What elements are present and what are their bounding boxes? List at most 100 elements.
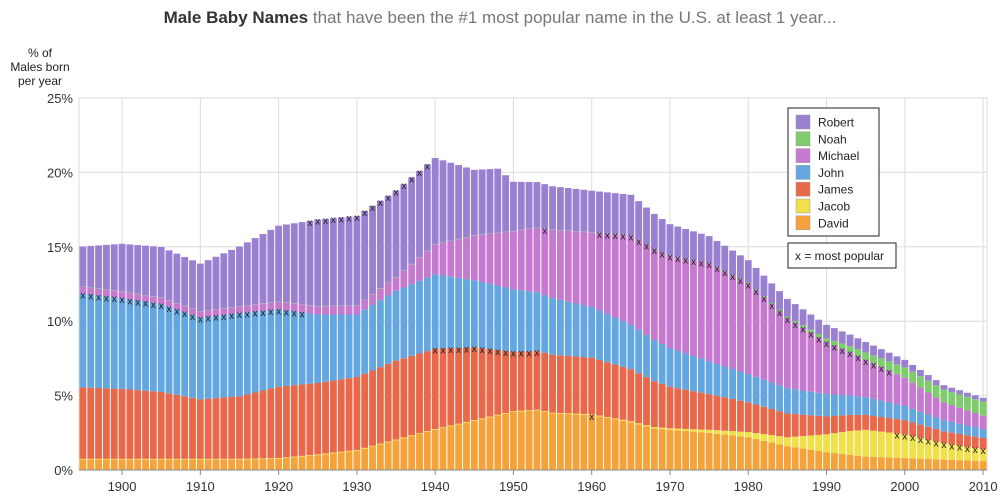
bar-john-1960 — [588, 307, 596, 358]
bar-michael-1912 — [212, 309, 220, 316]
bar-michael-1897 — [95, 288, 102, 296]
bar-james-1909 — [189, 397, 196, 459]
bar-noah-2001 — [909, 371, 917, 383]
most-popular-marker: x — [824, 339, 829, 350]
bar-jacob-1979 — [737, 431, 744, 437]
bar-jacob-1895 — [79, 458, 87, 460]
most-popular-marker: x — [699, 259, 704, 270]
bar-john-2007 — [956, 423, 964, 434]
most-popular-marker: x — [237, 310, 242, 321]
bar-david-1997 — [877, 457, 885, 470]
bar-jacob-1939 — [423, 431, 431, 432]
bar-james-1964 — [619, 366, 627, 420]
bar-david-2006 — [948, 459, 956, 470]
bar-michael-2010 — [979, 415, 987, 430]
bar-john-2004 — [932, 417, 940, 430]
bar-jacob-1899 — [110, 458, 118, 460]
most-popular-marker: x — [769, 301, 774, 312]
bar-robert-1961 — [596, 191, 603, 233]
most-popular-marker: x — [339, 214, 344, 225]
bar-robert-1971 — [674, 226, 682, 257]
bar-john-1984 — [776, 385, 783, 412]
bar-john-1908 — [181, 312, 189, 397]
bar-john-2006 — [948, 421, 956, 433]
bar-robert-1954 — [541, 184, 549, 229]
bar-james-1933 — [376, 367, 384, 444]
bar-john-1938 — [416, 280, 423, 354]
bar-david-1981 — [752, 439, 760, 470]
bar-robert-1987 — [799, 309, 807, 326]
bar-john-2003 — [924, 414, 932, 427]
bar-jacob-1907 — [173, 458, 181, 460]
bar-michael-1959 — [580, 232, 588, 306]
bar-michael-2009 — [971, 413, 979, 428]
bar-robert-2006 — [948, 387, 956, 393]
bar-jacob-2002 — [917, 437, 924, 459]
bar-david-2007 — [956, 460, 964, 470]
y-tick-label: 15% — [47, 240, 73, 255]
bar-david-1968 — [650, 428, 658, 470]
bar-jacob-1987 — [799, 436, 807, 449]
most-popular-marker: x — [973, 445, 978, 456]
bar-michael-1943 — [455, 239, 463, 278]
most-popular-marker: x — [707, 260, 712, 271]
bar-james-1915 — [236, 396, 243, 459]
bar-robert-1948 — [494, 168, 502, 233]
bar-jacob-1996 — [870, 430, 877, 457]
bar-james-2010 — [979, 438, 987, 450]
most-popular-marker: x — [307, 218, 312, 229]
bar-jacob-2006 — [948, 444, 956, 460]
most-popular-marker: x — [480, 345, 485, 356]
bar-jacob-1993 — [846, 431, 854, 455]
chart-title: Male Baby Names that have been the #1 mo… — [0, 8, 1000, 28]
legend-swatch-noah — [795, 131, 811, 147]
bar-michael-1937 — [408, 264, 416, 285]
bar-david-1918 — [259, 459, 267, 470]
bar-michael-1930 — [353, 305, 361, 315]
bar-john-2000 — [901, 406, 909, 421]
bar-david-1925 — [314, 455, 322, 470]
bar-jacob-1956 — [556, 413, 564, 414]
bar-james-2002 — [917, 424, 924, 438]
bar-noah-1978 — [729, 274, 737, 276]
bar-robert-1953 — [533, 182, 541, 228]
bar-james-1986 — [791, 414, 799, 437]
bar-robert-1957 — [564, 188, 572, 231]
bar-noah-1985 — [783, 316, 791, 319]
most-popular-marker: x — [362, 208, 367, 219]
bar-john-1934 — [384, 295, 392, 364]
bar-david-2002 — [917, 458, 924, 470]
bar-michael-1986 — [791, 322, 799, 390]
bar-james-1907 — [173, 394, 181, 459]
bar-david-1976 — [713, 433, 721, 470]
bar-john-1898 — [102, 296, 110, 389]
bar-robert-1994 — [854, 338, 862, 350]
x-tick-label: 2010 — [969, 479, 998, 494]
bar-michael-1947 — [486, 233, 494, 284]
x-tick-label: 1930 — [342, 479, 371, 494]
bar-david-1979 — [737, 436, 744, 470]
bar-robert-1939 — [423, 164, 431, 251]
bar-jacob-1898 — [102, 458, 110, 460]
bar-john-1961 — [596, 310, 603, 360]
bar-michael-1983 — [768, 304, 776, 383]
bar-james-1949 — [502, 350, 510, 414]
most-popular-marker: x — [801, 325, 806, 336]
bar-michael-1996 — [870, 363, 877, 399]
bar-john-1956 — [556, 299, 564, 356]
bar-robert-1947 — [486, 169, 494, 234]
bar-david-1917 — [251, 459, 259, 470]
bar-michael-1973 — [690, 260, 697, 357]
bar-james-1921 — [283, 385, 290, 458]
most-popular-marker: x — [691, 257, 696, 268]
most-popular-marker: x — [284, 307, 289, 318]
bar-david-1982 — [760, 440, 768, 470]
bar-david-1999 — [893, 457, 901, 470]
bar-david-1908 — [181, 459, 189, 470]
bar-james-1947 — [486, 349, 494, 417]
bar-john-1902 — [134, 300, 142, 391]
bar-james-1914 — [228, 396, 236, 459]
bar-james-1901 — [126, 389, 134, 459]
bar-john-1968 — [650, 340, 658, 382]
most-popular-marker: x — [354, 213, 359, 224]
